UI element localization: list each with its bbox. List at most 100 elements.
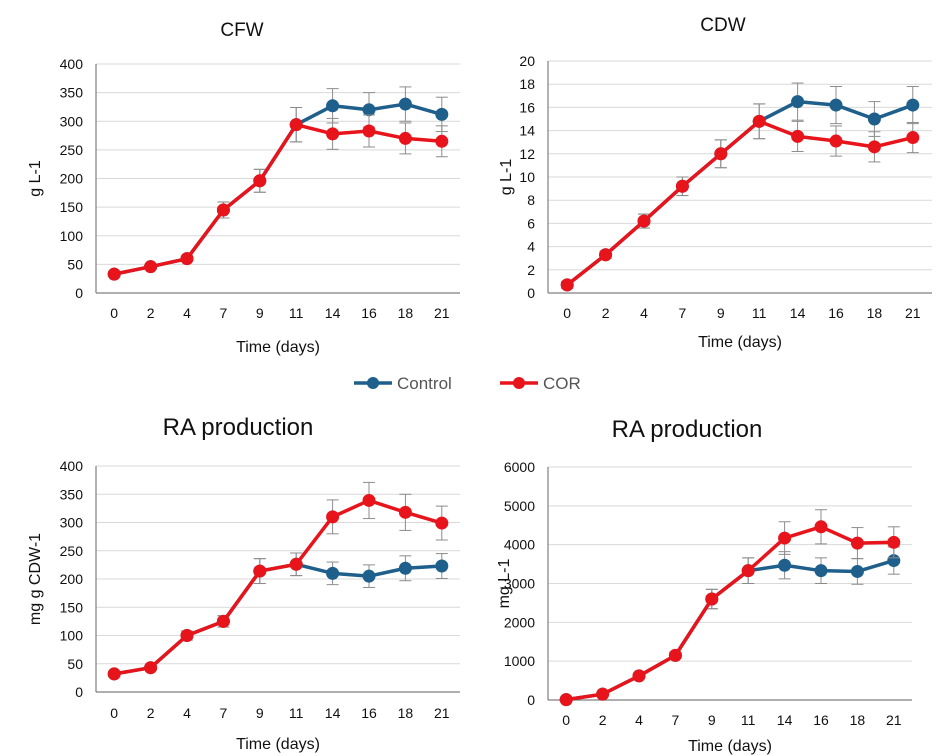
data-point bbox=[216, 614, 230, 628]
x-tick-label: 14 bbox=[777, 712, 793, 728]
legend: Control COR bbox=[354, 374, 581, 393]
data-point bbox=[107, 667, 121, 681]
y-tick-label: 100 bbox=[60, 228, 84, 244]
data-point bbox=[144, 260, 158, 274]
x-tick-label: 21 bbox=[434, 705, 450, 721]
y-tick-label: 0 bbox=[75, 285, 83, 301]
y-tick-label: 50 bbox=[67, 256, 83, 272]
data-point bbox=[714, 147, 728, 161]
data-point bbox=[814, 564, 828, 578]
y-tick-label: 10 bbox=[519, 169, 535, 185]
data-point bbox=[887, 554, 901, 568]
x-tick-label: 16 bbox=[828, 305, 844, 321]
data-point bbox=[398, 561, 412, 575]
x-tick-label: 18 bbox=[398, 705, 414, 721]
x-tick-label: 14 bbox=[325, 305, 341, 321]
x-tick-label: 21 bbox=[905, 305, 921, 321]
x-tick-label: 9 bbox=[256, 705, 264, 721]
x-tick-label: 7 bbox=[220, 705, 228, 721]
data-point bbox=[637, 214, 651, 228]
y-tick-label: 12 bbox=[519, 146, 535, 162]
x-tick-label: 4 bbox=[635, 712, 643, 728]
y-tick-label: 350 bbox=[60, 85, 84, 101]
x-tick-label: 9 bbox=[708, 712, 716, 728]
y-axis-label: mg L-1 bbox=[496, 559, 513, 609]
data-point bbox=[216, 203, 230, 217]
data-point bbox=[107, 267, 121, 281]
data-point bbox=[867, 140, 881, 154]
x-tick-label: 4 bbox=[640, 305, 648, 321]
series-control bbox=[560, 82, 920, 292]
data-point bbox=[599, 248, 613, 262]
x-tick-label: 9 bbox=[717, 305, 725, 321]
x-tick-label: 7 bbox=[672, 712, 680, 728]
y-tick-label: 8 bbox=[527, 192, 535, 208]
y-tick-label: 2 bbox=[527, 262, 535, 278]
data-point bbox=[829, 98, 843, 112]
data-point bbox=[559, 693, 573, 707]
y-tick-label: 0 bbox=[527, 285, 535, 301]
data-point bbox=[398, 131, 412, 145]
y-tick-label: 16 bbox=[519, 99, 535, 115]
data-point bbox=[180, 252, 194, 266]
chart-title: CDW bbox=[700, 15, 745, 36]
x-tick-label: 21 bbox=[886, 712, 902, 728]
chart-panel-4: RA production 0 1000 2000 3000 4000 5000 6000 0 2… bbox=[496, 416, 912, 755]
x-tick-label: 0 bbox=[563, 305, 571, 321]
y-tick-label: 200 bbox=[60, 571, 84, 587]
x-tick-label: 11 bbox=[752, 305, 767, 321]
data-point bbox=[675, 179, 689, 193]
data-point bbox=[326, 99, 340, 113]
data-point bbox=[705, 592, 719, 606]
x-tick-label: 0 bbox=[110, 305, 118, 321]
series-cor bbox=[560, 103, 920, 292]
x-tick-label: 4 bbox=[183, 705, 191, 721]
x-tick-label: 18 bbox=[867, 305, 883, 321]
x-tick-label: 4 bbox=[183, 305, 191, 321]
data-point bbox=[791, 95, 805, 109]
y-tick-label: 0 bbox=[527, 692, 535, 708]
y-tick-label: 4 bbox=[527, 239, 535, 255]
series-line bbox=[566, 119, 914, 287]
data-point bbox=[362, 569, 376, 583]
y-tick-label: 1000 bbox=[504, 653, 535, 669]
x-tick-label: 14 bbox=[325, 705, 341, 721]
y-tick-label: 350 bbox=[60, 486, 84, 502]
x-tick-label: 2 bbox=[147, 305, 155, 321]
data-point bbox=[435, 559, 449, 573]
data-point bbox=[326, 127, 340, 141]
data-point bbox=[906, 98, 920, 112]
data-point bbox=[850, 564, 864, 578]
x-tick-label: 11 bbox=[289, 705, 304, 721]
y-axis-label: mg g CDW-1 bbox=[27, 533, 44, 625]
x-tick-label: 2 bbox=[602, 305, 610, 321]
x-tick-label: 11 bbox=[289, 305, 304, 321]
data-point bbox=[435, 516, 449, 530]
y-tick-label: 300 bbox=[60, 515, 84, 531]
legend-control-marker bbox=[367, 377, 379, 389]
y-tick-label: 150 bbox=[60, 599, 84, 615]
data-point bbox=[778, 558, 792, 572]
legend-control-label: Control bbox=[397, 374, 452, 393]
y-axis-label: g L-1 bbox=[498, 159, 515, 196]
y-tick-label: 150 bbox=[60, 199, 84, 215]
data-point bbox=[398, 505, 412, 519]
legend-cor-label: COR bbox=[543, 374, 581, 393]
data-point bbox=[887, 535, 901, 549]
y-tick-label: 300 bbox=[60, 113, 84, 129]
x-tick-label: 21 bbox=[434, 305, 450, 321]
y-tick-label: 5000 bbox=[504, 498, 535, 514]
series-line bbox=[565, 525, 894, 702]
chart-title: RA production bbox=[612, 416, 763, 443]
y-tick-label: 3000 bbox=[504, 576, 535, 592]
series-control bbox=[559, 546, 901, 707]
y-tick-label: 250 bbox=[60, 142, 84, 158]
y-tick-label: 200 bbox=[60, 171, 84, 187]
x-axis-label: Time (days) bbox=[236, 339, 320, 356]
data-point bbox=[752, 114, 766, 128]
data-point bbox=[289, 557, 303, 571]
data-point bbox=[398, 97, 412, 111]
data-point bbox=[668, 648, 682, 662]
data-point bbox=[289, 118, 303, 132]
x-tick-label: 11 bbox=[741, 712, 756, 728]
